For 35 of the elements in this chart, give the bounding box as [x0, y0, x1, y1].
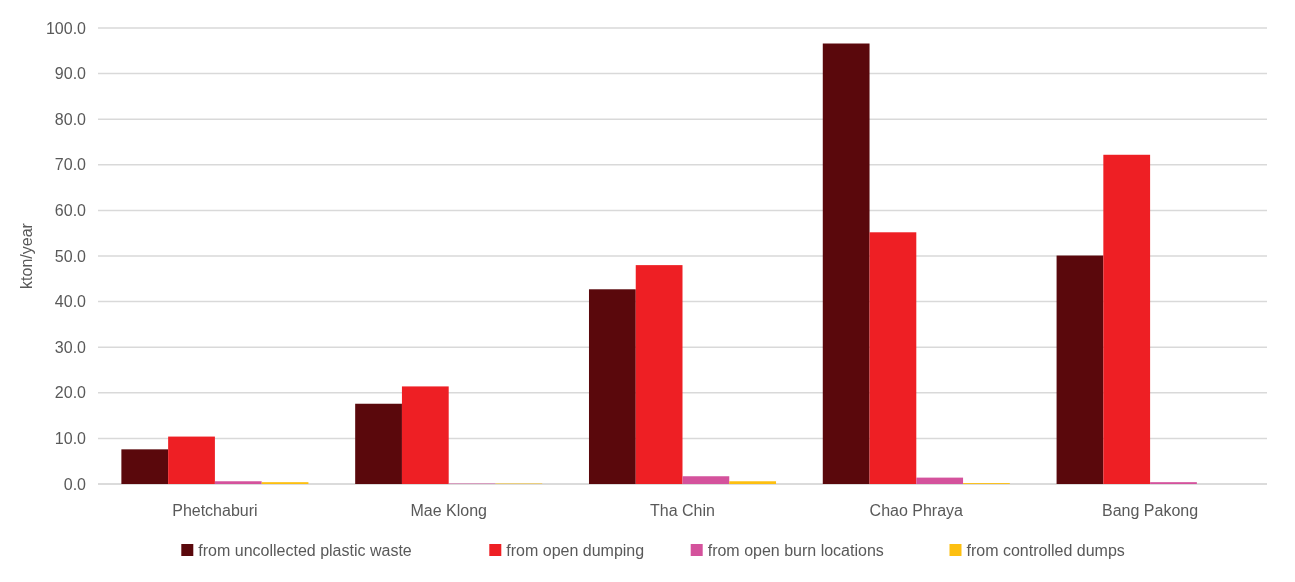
bar [1056, 255, 1104, 484]
bar [401, 386, 449, 484]
legend-label: from open dumping [506, 542, 645, 559]
y-tick-label: 60.0 [54, 202, 87, 219]
bar [822, 43, 870, 484]
y-tick-label: 10.0 [54, 430, 87, 447]
y-tick-label: 100.0 [45, 19, 87, 37]
bar [1103, 154, 1151, 484]
bar [916, 477, 964, 484]
y-tick-label: 70.0 [54, 156, 87, 174]
y-tick-label: 30.0 [54, 338, 87, 356]
bar [588, 289, 636, 484]
y-tick-label: 20.0 [54, 384, 87, 402]
x-tick-label: Tha Chin [650, 502, 715, 519]
bar [635, 265, 683, 484]
y-axis-title: kton/year [18, 222, 35, 289]
bar [729, 481, 777, 484]
x-tick-label: Bang Pakong [1102, 502, 1199, 519]
bar [168, 436, 215, 484]
legend-label: from controlled dumps [966, 542, 1125, 559]
bar [355, 403, 402, 484]
y-tick-label: 40.0 [54, 293, 87, 311]
x-tick-label: Chao Phraya [869, 502, 964, 519]
bar [121, 449, 169, 484]
y-tick-label: 0.0 [63, 475, 87, 493]
bar [869, 232, 917, 484]
bar [214, 481, 262, 484]
x-tick-label: Phetchaburi [172, 502, 258, 519]
x-tick-label: Mae Klong [410, 502, 487, 519]
y-tick-label: 80.0 [54, 110, 87, 128]
y-tick-label: 50.0 [54, 247, 87, 265]
y-tick-label: 90.0 [54, 65, 87, 83]
legend-label: from open burn locations [707, 542, 884, 559]
legend-label: from uncollected plastic waste [198, 542, 412, 559]
bar [682, 476, 730, 484]
